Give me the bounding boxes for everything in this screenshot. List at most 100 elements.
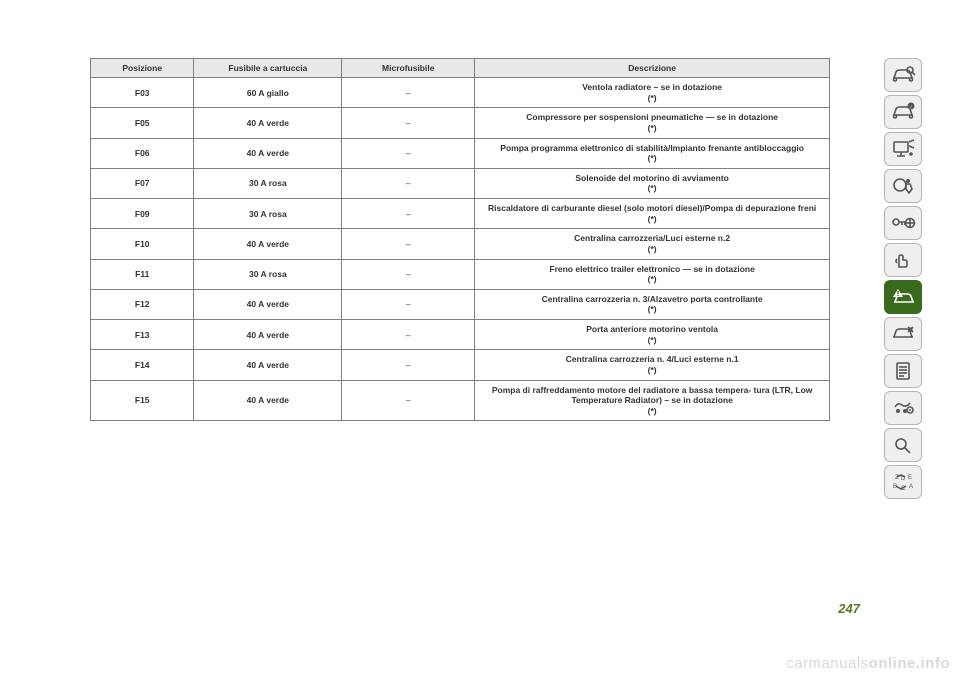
watermark-prefix: carmanuals (786, 655, 869, 672)
document-icon (890, 360, 916, 382)
magnifier-icon (890, 434, 916, 456)
cell-cartuccia: 30 A rosa (194, 259, 342, 289)
tab-alphabet[interactable]: Z D E B C A (884, 465, 922, 499)
cell-descrizione: Riscaldatore di carburante diesel (solo … (475, 199, 830, 229)
desc-text: Pompa di raffreddamento motore del radia… (481, 385, 823, 406)
desc-note: (*) (481, 406, 823, 417)
cell-microfusibile: – (342, 78, 475, 108)
desc-note: (*) (481, 304, 823, 315)
svg-text:A: A (909, 484, 913, 490)
warning-car-icon (890, 286, 916, 308)
tab-document[interactable] (884, 354, 922, 388)
desc-note: (*) (481, 274, 823, 285)
cell-microfusibile: – (342, 350, 475, 380)
cell-descrizione: Centralina carrozzeria n. 3/Alzavetro po… (475, 289, 830, 319)
display-icon (890, 138, 916, 160)
cell-microfusibile: – (342, 168, 475, 198)
desc-text: Compressore per sospensioni pneumatiche … (481, 112, 823, 123)
cell-microfusibile: – (342, 199, 475, 229)
desc-note: (*) (481, 365, 823, 376)
table-row: F1240 A verde–Centralina carrozzeria n. … (91, 289, 830, 319)
cell-descrizione: Freno elettrico trailer elettronico — se… (475, 259, 830, 289)
cell-cartuccia: 60 A giallo (194, 78, 342, 108)
table-row: F0730 A rosa–Solenoide del motorino di a… (91, 168, 830, 198)
manual-page: Posizione Fusibile a cartuccia Microfusi… (0, 0, 960, 678)
watermark: carmanualsonline.info (786, 655, 950, 672)
table-header-row: Posizione Fusibile a cartuccia Microfusi… (91, 59, 830, 78)
tab-warning-car[interactable] (884, 280, 922, 314)
tab-magnifier[interactable] (884, 428, 922, 462)
desc-note: (*) (481, 335, 823, 346)
tab-media-nav[interactable] (884, 391, 922, 425)
svg-text:E: E (908, 475, 912, 481)
cell-posizione: F09 (91, 199, 194, 229)
desc-text: Riscaldatore di carburante diesel (solo … (481, 203, 823, 214)
watermark-suffix: online.info (869, 655, 950, 672)
cell-descrizione: Porta anteriore motorino ventola(*) (475, 320, 830, 350)
tab-hand[interactable] (884, 243, 922, 277)
cell-descrizione: Solenoide del motorino di avviamento(*) (475, 168, 830, 198)
alphabet-icon: Z D E B C A (890, 471, 916, 493)
tab-display[interactable] (884, 132, 922, 166)
car-service-icon (890, 323, 916, 345)
table-row: F1540 A verde–Pompa di raffreddamento mo… (91, 380, 830, 421)
section-tabs-sidebar: i (884, 58, 922, 499)
desc-text: Solenoide del motorino di avviamento (481, 173, 823, 184)
cell-microfusibile: – (342, 320, 475, 350)
tab-car-search[interactable] (884, 58, 922, 92)
table-row: F1440 A verde–Centralina carrozzeria n. … (91, 350, 830, 380)
cell-microfusibile: – (342, 138, 475, 168)
desc-text: Freno elettrico trailer elettronico — se… (481, 264, 823, 275)
tab-key-steering[interactable] (884, 206, 922, 240)
cell-cartuccia: 40 A verde (194, 320, 342, 350)
media-nav-icon (890, 397, 916, 419)
cell-posizione: F03 (91, 78, 194, 108)
col-header-posizione: Posizione (91, 59, 194, 78)
col-header-microfusibile: Microfusibile (342, 59, 475, 78)
table-row: F0640 A verde–Pompa programma elettronic… (91, 138, 830, 168)
cell-microfusibile: – (342, 380, 475, 421)
car-search-icon (890, 64, 916, 86)
cell-descrizione: Compressore per sospensioni pneumatiche … (475, 108, 830, 138)
desc-text: Porta anteriore motorino ventola (481, 324, 823, 335)
page-number: 247 (838, 601, 860, 616)
key-steering-icon (890, 212, 916, 234)
desc-note: (*) (481, 123, 823, 134)
cell-posizione: F06 (91, 138, 194, 168)
desc-note: (*) (481, 244, 823, 255)
fuse-table: Posizione Fusibile a cartuccia Microfusi… (90, 58, 830, 421)
cell-descrizione: Pompa programma elettronico di stabilità… (475, 138, 830, 168)
cell-posizione: F05 (91, 108, 194, 138)
content-area: Posizione Fusibile a cartuccia Microfusi… (90, 58, 830, 421)
tab-car-service[interactable] (884, 317, 922, 351)
airbag-icon (890, 175, 916, 197)
cell-descrizione: Ventola radiatore – se in dotazione(*) (475, 78, 830, 108)
table-row: F1130 A rosa–Freno elettrico trailer ele… (91, 259, 830, 289)
desc-text: Ventola radiatore – se in dotazione (481, 82, 823, 93)
tab-car-info[interactable]: i (884, 95, 922, 129)
cell-cartuccia: 30 A rosa (194, 199, 342, 229)
cell-posizione: F12 (91, 289, 194, 319)
cell-cartuccia: 40 A verde (194, 138, 342, 168)
table-row: F1040 A verde–Centralina carrozzeria/Luc… (91, 229, 830, 259)
cell-descrizione: Centralina carrozzeria/Luci esterne n.2(… (475, 229, 830, 259)
tab-airbag[interactable] (884, 169, 922, 203)
cell-posizione: F15 (91, 380, 194, 421)
cell-cartuccia: 40 A verde (194, 229, 342, 259)
cell-microfusibile: – (342, 108, 475, 138)
cell-cartuccia: 40 A verde (194, 108, 342, 138)
desc-note: (*) (481, 214, 823, 225)
desc-text: Centralina carrozzeria/Luci esterne n.2 (481, 233, 823, 244)
cell-microfusibile: – (342, 229, 475, 259)
desc-text: Centralina carrozzeria n. 3/Alzavetro po… (481, 294, 823, 305)
cell-cartuccia: 40 A verde (194, 350, 342, 380)
car-info-icon: i (890, 101, 916, 123)
hand-icon (890, 249, 916, 271)
desc-text: Centralina carrozzeria n. 4/Luci esterne… (481, 354, 823, 365)
cell-descrizione: Pompa di raffreddamento motore del radia… (475, 380, 830, 421)
cell-microfusibile: – (342, 259, 475, 289)
cell-posizione: F10 (91, 229, 194, 259)
cell-cartuccia: 40 A verde (194, 289, 342, 319)
cell-posizione: F07 (91, 168, 194, 198)
cell-cartuccia: 30 A rosa (194, 168, 342, 198)
